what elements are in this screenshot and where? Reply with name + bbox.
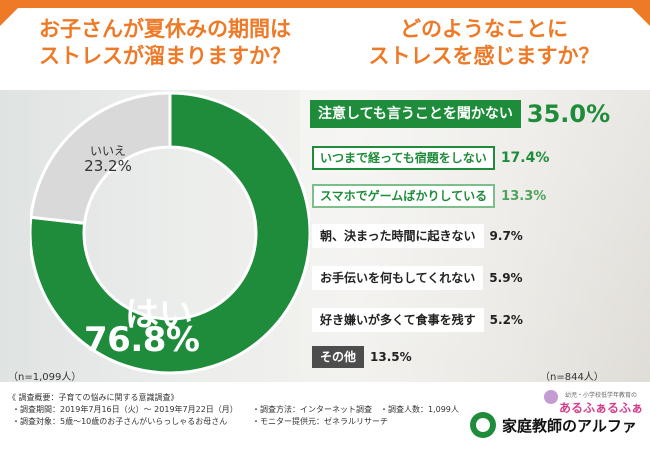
bar-value: 5.2% [489,313,523,327]
no-percentage: 23.2% [84,157,132,175]
sub-brand-logo: 幼児・小学校低学年教育の あるふぁるふぁ [556,390,646,416]
right-sample-size: （n=844人） [540,372,604,383]
yes-percentage: 76.8% [84,320,200,360]
right-title-line1: どのようなことに [400,17,568,41]
bar-label: 朝、決まった時間に起きない [312,224,484,248]
flower-icon [544,390,558,404]
bar-label: その他 [312,346,365,368]
bar-row: お手伝いを何もしてくれない 5.9% [312,266,523,290]
brand-mark-icon [470,412,496,438]
survey-period: ・調査期間：2019年7月16日（火）～ 2019年7月22日（月） [12,405,238,414]
bar-row: 好き嫌いが多くて食事を残す 5.2% [312,308,523,332]
bar-label: 注意しても言うことを聞かない [310,100,521,128]
yes-label: はい [125,295,193,335]
bar-row: スマホでゲームばかりしている 13.3% [312,184,546,208]
left-chart-title: お子さんが夏休みの期間は ストレスが溜まりますか？ [0,16,330,70]
donut-slice-no [30,91,172,225]
bar-value: 13.5% [370,350,412,364]
bar-label: 好き嫌いが多くて食事を残す [312,308,484,332]
bar-label: スマホでゲームばかりしている [312,184,496,208]
right-title-line2: ストレスを感じますか？ [368,44,600,68]
no-label-group: いいえ 23.2% [78,144,138,174]
bar-value: 17.4% [500,150,550,166]
bar-label: お手伝いを何もしてくれない [312,266,484,290]
survey-heading: 《 調査概要：子育ての悩みに関する意識調査》 [8,393,179,402]
right-chart-title: どのようなことに ストレスを感じますか？ [318,16,650,70]
sub-brand-name: あるふぁるふぁ [558,401,643,415]
bar-label: いつまで経っても宿題をしない [312,146,495,170]
top-right-corner-decoration [632,8,650,26]
bar-value: 9.7% [489,229,523,243]
survey-provider: ・モニター提供元：ゼネラルリサーチ [252,417,388,426]
brand-logo: 家庭教師のアルファ [470,412,637,438]
survey-method: ・調査方法：インターネット調査 [252,405,372,414]
bar-row: 注意しても言うことを聞かない 35.0% [310,100,610,128]
bar-value: 5.9% [489,271,523,285]
donut-slice-yes [30,91,310,375]
bar-value: 35.0% [526,100,611,128]
survey-footer: 《 調査概要：子育ての悩みに関する意識調査》 ・調査期間：2019年7月16日（… [0,384,650,450]
top-left-corner-decoration [0,8,18,26]
survey-count: ・調査人数：1,099人 [380,405,459,414]
bar-value: 13.3% [501,188,547,204]
sub-brand-tagline: 幼児・小学校低学年教育の [564,392,637,399]
donut-chart [30,91,310,375]
left-sample-size: （n=1,099人） [8,372,82,383]
no-label: いいえ [89,144,126,158]
left-title-line1: お子さんが夏休みの期間は [39,17,291,41]
survey-target: ・調査対象：5歳～10歳のお子さんがいらっしゃるお母さん [12,417,228,426]
bar-row: 朝、決まった時間に起きない 9.7% [312,224,523,248]
top-accent-bar [0,0,650,8]
left-title-line2: ストレスが溜まりますか？ [39,44,291,68]
brand-name: 家庭教師のアルファ [502,416,637,435]
bar-row: いつまで経っても宿題をしない 17.4% [312,146,549,170]
bar-row: その他 13.5% [312,346,412,368]
